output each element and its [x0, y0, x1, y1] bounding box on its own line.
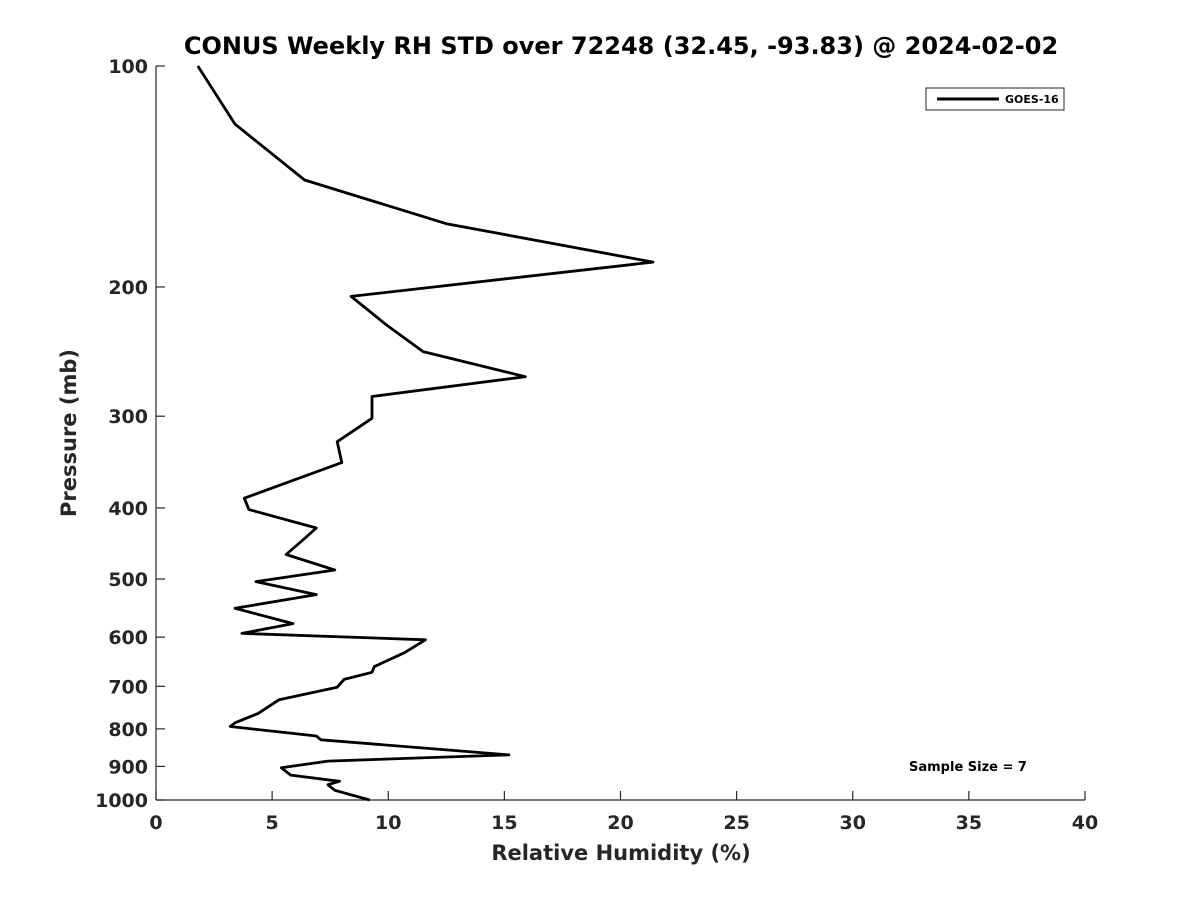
y-tick-label: 200	[108, 277, 148, 299]
y-axis-label: Pressure (mb)	[57, 349, 81, 517]
x-tick-label: 0	[149, 812, 162, 834]
x-tick-label: 35	[956, 812, 982, 834]
x-tick-label: 40	[1072, 812, 1098, 834]
x-tick-label: 5	[266, 812, 279, 834]
sample-size-annotation: Sample Size = 7	[909, 760, 1027, 775]
legend: GOES-16	[925, 87, 1065, 111]
x-tick-label: 15	[491, 812, 517, 834]
y-tick-label: 700	[108, 676, 148, 698]
y-tick-label: 900	[108, 756, 148, 778]
chart-title: CONUS Weekly RH STD over 72248 (32.45, -…	[184, 32, 1058, 60]
y-tick-label: 300	[108, 406, 148, 428]
x-tick-label: 20	[607, 812, 633, 834]
x-ticks: 0 5 10 15 20 25 30 35 40	[149, 791, 1098, 834]
x-tick-label: 10	[375, 812, 401, 834]
y-tick-label: 1000	[95, 790, 148, 812]
series-layer	[196, 65, 655, 802]
x-tick-label: 25	[723, 812, 749, 834]
y-tick-label: 500	[108, 569, 148, 591]
x-axis-label: Relative Humidity (%)	[491, 841, 750, 865]
y-tick-label: 600	[108, 627, 148, 649]
series-line-goes16	[196, 65, 655, 802]
x-tick-label: 30	[840, 812, 866, 834]
y-tick-label: 100	[108, 56, 148, 78]
y-tick-label: 800	[108, 719, 148, 741]
y-ticks: 100 200 300 400 500 600 700 800 900 1000	[95, 56, 165, 812]
legend-label-goes16: GOES-16	[1005, 93, 1059, 106]
y-tick-label: 400	[108, 498, 148, 520]
